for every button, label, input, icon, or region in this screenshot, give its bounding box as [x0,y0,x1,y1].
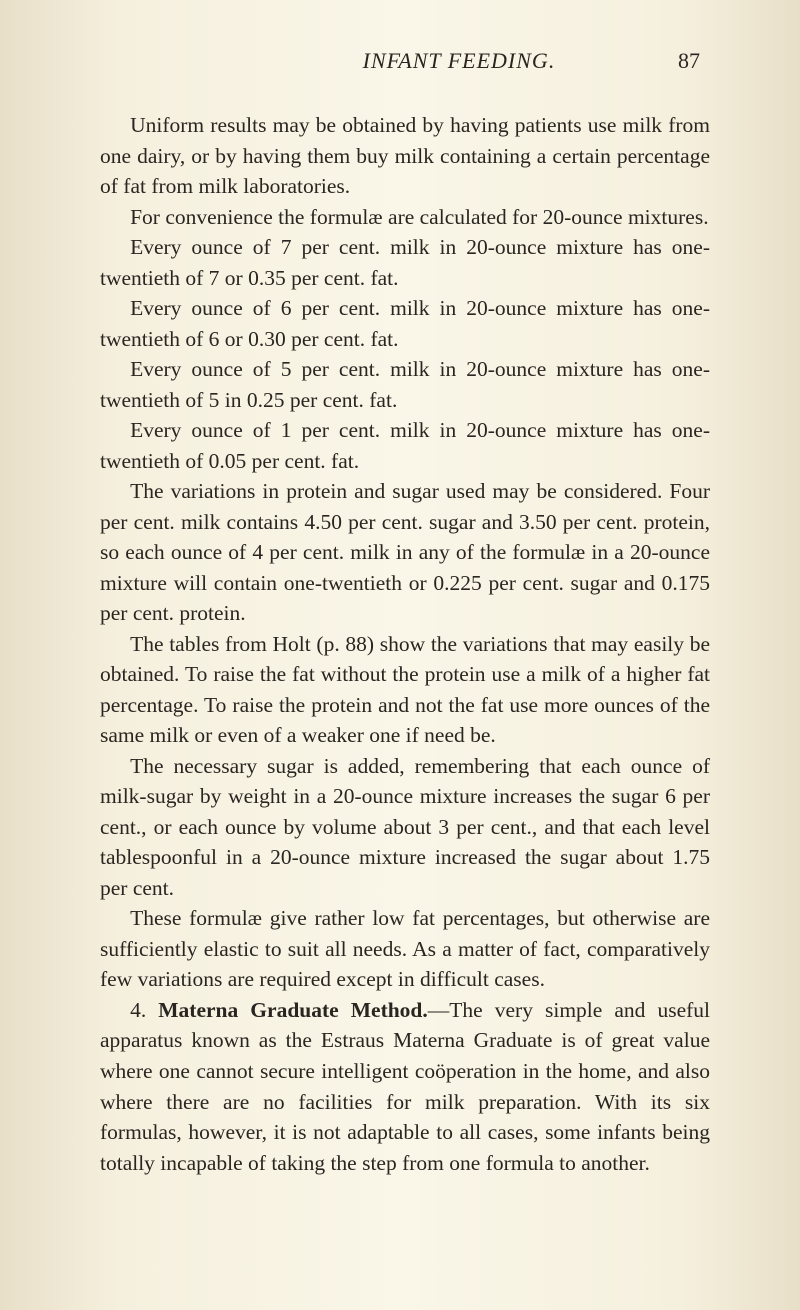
paragraph-5: Every ounce of 5 per cent. milk in 20-ou… [100,354,710,415]
paragraph-8: The tables from Holt (p. 88) show the va… [100,629,710,751]
p11-rest: —The very simple and useful apparatus kn… [100,998,710,1175]
paragraph-7: The variations in protein and sugar used… [100,476,710,629]
paragraph-1: Uniform results may be obtained by havin… [100,110,710,202]
paragraph-11: 4. Materna Graduate Method.—The very sim… [100,995,710,1178]
paragraph-9: The necessary sugar is added, rememberin… [100,751,710,904]
page-number: 87 [678,48,700,74]
paragraph-10: These formulæ give rather low fat percen… [100,903,710,995]
paragraph-6: Every ounce of 1 per cent. milk in 20-ou… [100,415,710,476]
header-title: INFANT FEEDING. [110,48,678,74]
paragraph-3: Every ounce of 7 per cent. milk in 20-ou… [100,232,710,293]
paragraph-2: For convenience the formulæ are calculat… [100,202,710,233]
p11-prefix: 4. [130,998,158,1022]
p11-bold-title: Materna Graduate Method. [158,998,428,1022]
page-header: INFANT FEEDING. 87 [100,48,710,74]
page-content: Uniform results may be obtained by havin… [100,110,710,1178]
paragraph-4: Every ounce of 6 per cent. milk in 20-ou… [100,293,710,354]
